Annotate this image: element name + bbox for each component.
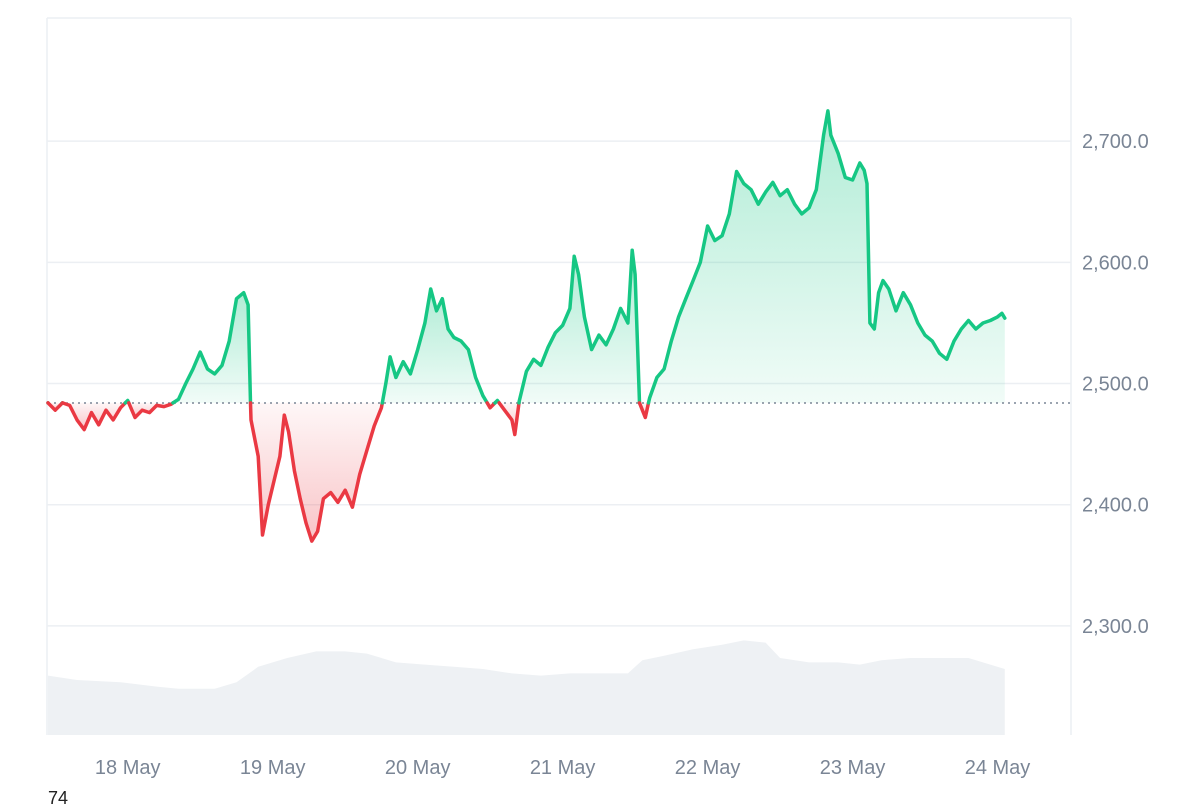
x-tick-label: 19 May: [240, 757, 306, 779]
price-line-down: [497, 401, 521, 437]
y-axis-labels: 2,300.0 2,400.0 2,500.0 2,600.0 2,700.0: [1082, 131, 1149, 638]
price-line-down: [485, 401, 497, 410]
y-tick-label: 2,700.0: [1082, 131, 1149, 153]
area-below-baseline: [250, 402, 383, 542]
price-line-up: [380, 287, 489, 405]
x-tick-label: 23 May: [820, 757, 886, 779]
volume-series: [48, 640, 1005, 735]
price-line-up: [646, 109, 1007, 405]
price-line-down: [127, 401, 175, 420]
y-tick-label: 2,400.0: [1082, 495, 1149, 517]
price-line-down: [60, 401, 128, 432]
x-tick-label: 20 May: [385, 757, 451, 779]
price-line-down: [46, 401, 65, 412]
x-axis-labels: 18 May 19 May 20 May 21 May 22 May 23 May 24 M…: [95, 757, 1030, 779]
x-tick-label: 21 May: [530, 757, 596, 779]
x-tick-label: 18 May: [95, 757, 161, 779]
area-above-baseline: [173, 292, 251, 403]
volume-area: [48, 640, 1005, 735]
cutoff-label: 74: [48, 788, 69, 808]
y-tick-label: 2,600.0: [1082, 252, 1149, 274]
area-above-baseline: [519, 250, 640, 403]
price-area-fills: [48, 110, 1005, 542]
area-above-baseline: [382, 289, 488, 403]
price-line-up: [171, 290, 253, 405]
y-tick-label: 2,300.0: [1082, 616, 1149, 638]
area-above-baseline: [648, 110, 1005, 403]
price-line-up: [517, 248, 642, 405]
x-tick-label: 22 May: [675, 757, 741, 779]
x-tick-label: 24 May: [965, 757, 1031, 779]
price-series: [46, 109, 1007, 543]
plot-frame: [46, 17, 1072, 735]
y-tick-label: 2,500.0: [1082, 374, 1149, 396]
price-line-down: [248, 401, 385, 543]
price-line-down: [637, 401, 651, 420]
